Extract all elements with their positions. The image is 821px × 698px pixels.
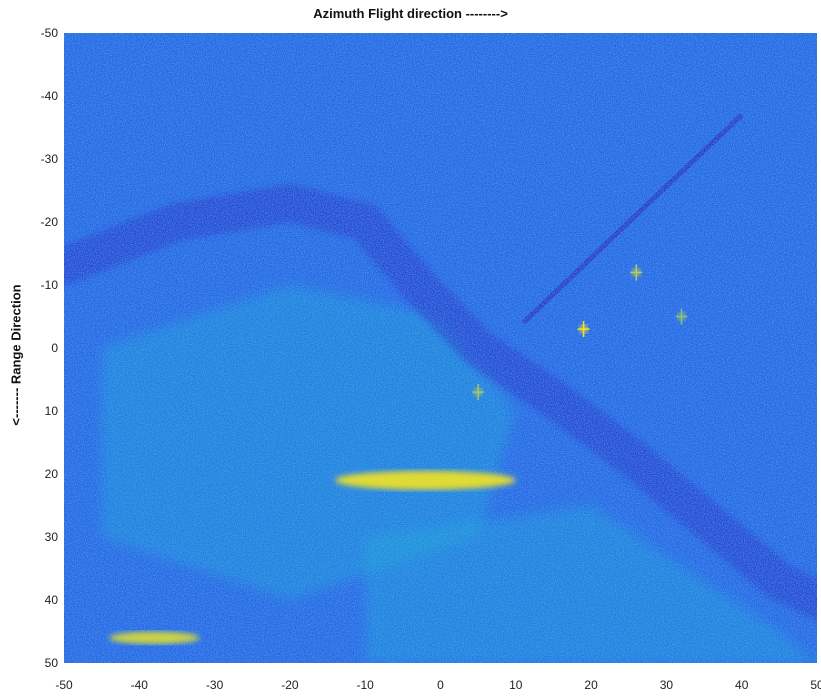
x-tick-label: 0 — [437, 678, 444, 692]
y-tick-label: -30 — [41, 152, 59, 166]
y-tick-label: -40 — [41, 89, 59, 103]
y-tick-label: 0 — [51, 341, 58, 355]
x-tick-label: 20 — [584, 678, 598, 692]
x-tick-label: -50 — [55, 678, 73, 692]
bright-streak-bottom-left — [109, 631, 200, 645]
x-tick-label: -30 — [206, 678, 224, 692]
speckle-noise — [64, 33, 817, 663]
x-tick-label: -40 — [131, 678, 149, 692]
bright-point-1 — [577, 321, 590, 338]
y-tick-label: 40 — [45, 593, 59, 607]
bright-point-2 — [630, 264, 643, 281]
bright-point-3 — [675, 308, 688, 325]
x-tick-label: 10 — [509, 678, 523, 692]
y-tick-label: 30 — [45, 530, 59, 544]
y-tick-label: -50 — [41, 26, 59, 40]
x-tick-label: 50 — [810, 678, 821, 692]
x-tick-label: -20 — [281, 678, 299, 692]
x-tick-label: 40 — [735, 678, 749, 692]
x-axis: -50 -40 -30 -20 -10 0 10 20 30 40 50 — [55, 678, 821, 692]
bright-streak-center — [335, 470, 516, 490]
x-tick-label: 30 — [660, 678, 674, 692]
y-tick-label: 10 — [45, 404, 59, 418]
bright-point-4 — [472, 384, 485, 401]
y-tick-label: 50 — [45, 656, 59, 670]
plot-area — [64, 33, 817, 663]
y-axis: -50 -40 -30 -20 -10 0 10 20 30 40 50 — [41, 26, 59, 670]
y-tick-label: -20 — [41, 215, 59, 229]
y-tick-label: 20 — [45, 467, 59, 481]
chart-title: Azimuth Flight direction --------> — [313, 6, 508, 21]
y-tick-label: -10 — [41, 278, 59, 292]
x-tick-label: -10 — [357, 678, 375, 692]
